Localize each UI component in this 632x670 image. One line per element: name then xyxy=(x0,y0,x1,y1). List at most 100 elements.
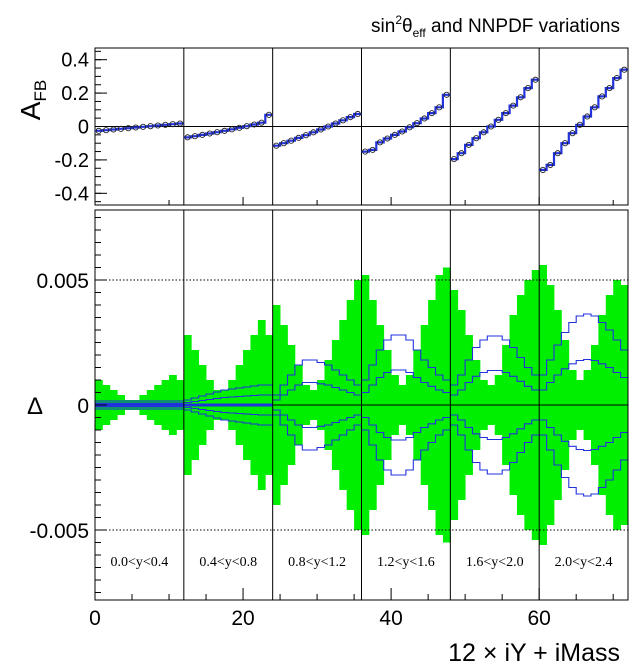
region-label: 2.0<y<2.4 xyxy=(555,555,613,570)
top-y-tick-label: 0.2 xyxy=(61,83,89,105)
top-y-tick-label: -0.4 xyxy=(55,183,89,205)
bottom-frame xyxy=(94,209,629,601)
variation-line xyxy=(539,358,628,391)
afb-data-point xyxy=(228,126,236,133)
variation-line xyxy=(361,369,451,394)
afb-data-point xyxy=(177,120,184,127)
afb-data-point xyxy=(450,156,458,163)
afb-data-point xyxy=(184,134,191,141)
bottom-x-tick-label: 40 xyxy=(379,607,402,630)
afb-data-point xyxy=(369,146,376,153)
afb-data-point xyxy=(332,120,339,127)
bottom-y-tick-label: -0.005 xyxy=(29,520,89,543)
afb-data-point xyxy=(421,115,428,122)
bottom-y-tick-label: 0 xyxy=(77,395,89,418)
afb-data-point xyxy=(480,129,487,136)
afb-data-point xyxy=(110,126,117,133)
variation-line xyxy=(539,313,628,376)
afb-data-point xyxy=(132,124,139,131)
variation-line xyxy=(450,414,540,441)
bottom-panel: 0.0<y<0.4 0.4<y<0.8 0.8<y<1.2 1.2<y<1.6 1.6<… xyxy=(27,209,629,667)
afb-data-point xyxy=(288,137,295,144)
variation-line xyxy=(183,406,273,416)
afb-data-point xyxy=(428,110,435,117)
variation-line xyxy=(183,409,273,426)
afb-data-point xyxy=(621,66,628,73)
afb-data-point xyxy=(236,124,243,131)
afb-data-point xyxy=(258,119,265,126)
variation-line xyxy=(272,381,362,401)
afb-data-point xyxy=(613,75,620,82)
region-label: 1.6<y<2.0 xyxy=(466,555,524,570)
afb-data-point xyxy=(295,134,302,141)
afb-data-point xyxy=(599,93,606,100)
afb-data-point xyxy=(458,150,465,157)
region-label: 0.8<y<1.2 xyxy=(288,555,346,570)
variation-line xyxy=(539,419,628,452)
afb-data-point xyxy=(317,126,324,133)
afb-data-point xyxy=(525,85,532,92)
top-panel: 0.4 0.2 0 -0.2 -0.4 AFB xyxy=(15,47,629,206)
afb-data-point xyxy=(214,129,221,136)
afb-data-point xyxy=(354,110,361,118)
afb-data-point xyxy=(103,127,110,134)
afb-data-point xyxy=(554,150,561,157)
bottom-x-tick-label: 20 xyxy=(231,607,254,630)
afb-data-point xyxy=(95,127,102,134)
variation-line xyxy=(272,414,362,451)
variation-line xyxy=(450,335,540,386)
region-label: 0.0<y<0.4 xyxy=(111,555,169,570)
afb-data-point xyxy=(606,85,613,92)
afb-data-point xyxy=(265,111,273,118)
afb-data-point xyxy=(502,110,509,117)
bottom-x-tick-label: 0 xyxy=(89,607,101,630)
afb-data-point xyxy=(376,139,384,146)
afb-data-point xyxy=(199,131,206,138)
afb-data-point xyxy=(147,123,154,130)
x-axis-label: 12 × iY + iMass xyxy=(448,639,620,667)
afb-data-point xyxy=(154,122,161,129)
afb-data-point xyxy=(347,114,354,121)
bottom-x-tick-label: 60 xyxy=(527,607,550,630)
afb-data-point xyxy=(569,130,576,137)
afb-data-point xyxy=(436,104,443,111)
afb-data-point xyxy=(510,102,517,109)
afb-data-point xyxy=(399,128,406,135)
variation-line xyxy=(450,424,540,475)
afb-data-point xyxy=(302,132,310,139)
variation-line xyxy=(539,434,628,497)
variation-line xyxy=(361,429,451,476)
afb-data-point xyxy=(406,124,413,131)
afb-data-point xyxy=(221,127,228,134)
afb-data-point xyxy=(140,123,147,130)
afb-data-point xyxy=(206,130,213,137)
variation-line xyxy=(183,394,273,404)
bottom-y-axis-label: Δ xyxy=(27,393,43,420)
afb-data-point xyxy=(325,123,332,130)
afb-data-point xyxy=(384,135,391,142)
afb-data-point xyxy=(251,121,258,128)
afb-data-point xyxy=(495,116,502,123)
region-label: 0.4<y<0.8 xyxy=(199,555,257,570)
top-y-tick-label: 0.4 xyxy=(61,50,89,72)
top-y-tick-label: 0 xyxy=(78,117,89,139)
bottom-y-tick-label: 0.005 xyxy=(36,270,89,293)
afb-data-point xyxy=(547,161,554,168)
afb-data-point xyxy=(169,121,176,128)
afb-data-point xyxy=(280,140,287,147)
afb-data-point xyxy=(473,135,480,142)
chart-title: sin2θeff and NNPDF variations xyxy=(371,13,620,40)
top-y-tick-label: -0.2 xyxy=(55,150,89,172)
afb-data-point xyxy=(339,117,347,124)
afb-data-point xyxy=(243,123,250,130)
afb-data-point xyxy=(391,131,398,138)
afb-data-point xyxy=(517,94,524,101)
afb-data-point xyxy=(362,148,369,155)
afb-data-point xyxy=(487,123,495,130)
afb-data-point xyxy=(576,121,583,128)
afb-data-point xyxy=(591,104,598,111)
top-y-axis-label: AFB xyxy=(15,80,50,120)
afb-data-point xyxy=(443,91,450,98)
afb-data-point xyxy=(117,125,124,132)
